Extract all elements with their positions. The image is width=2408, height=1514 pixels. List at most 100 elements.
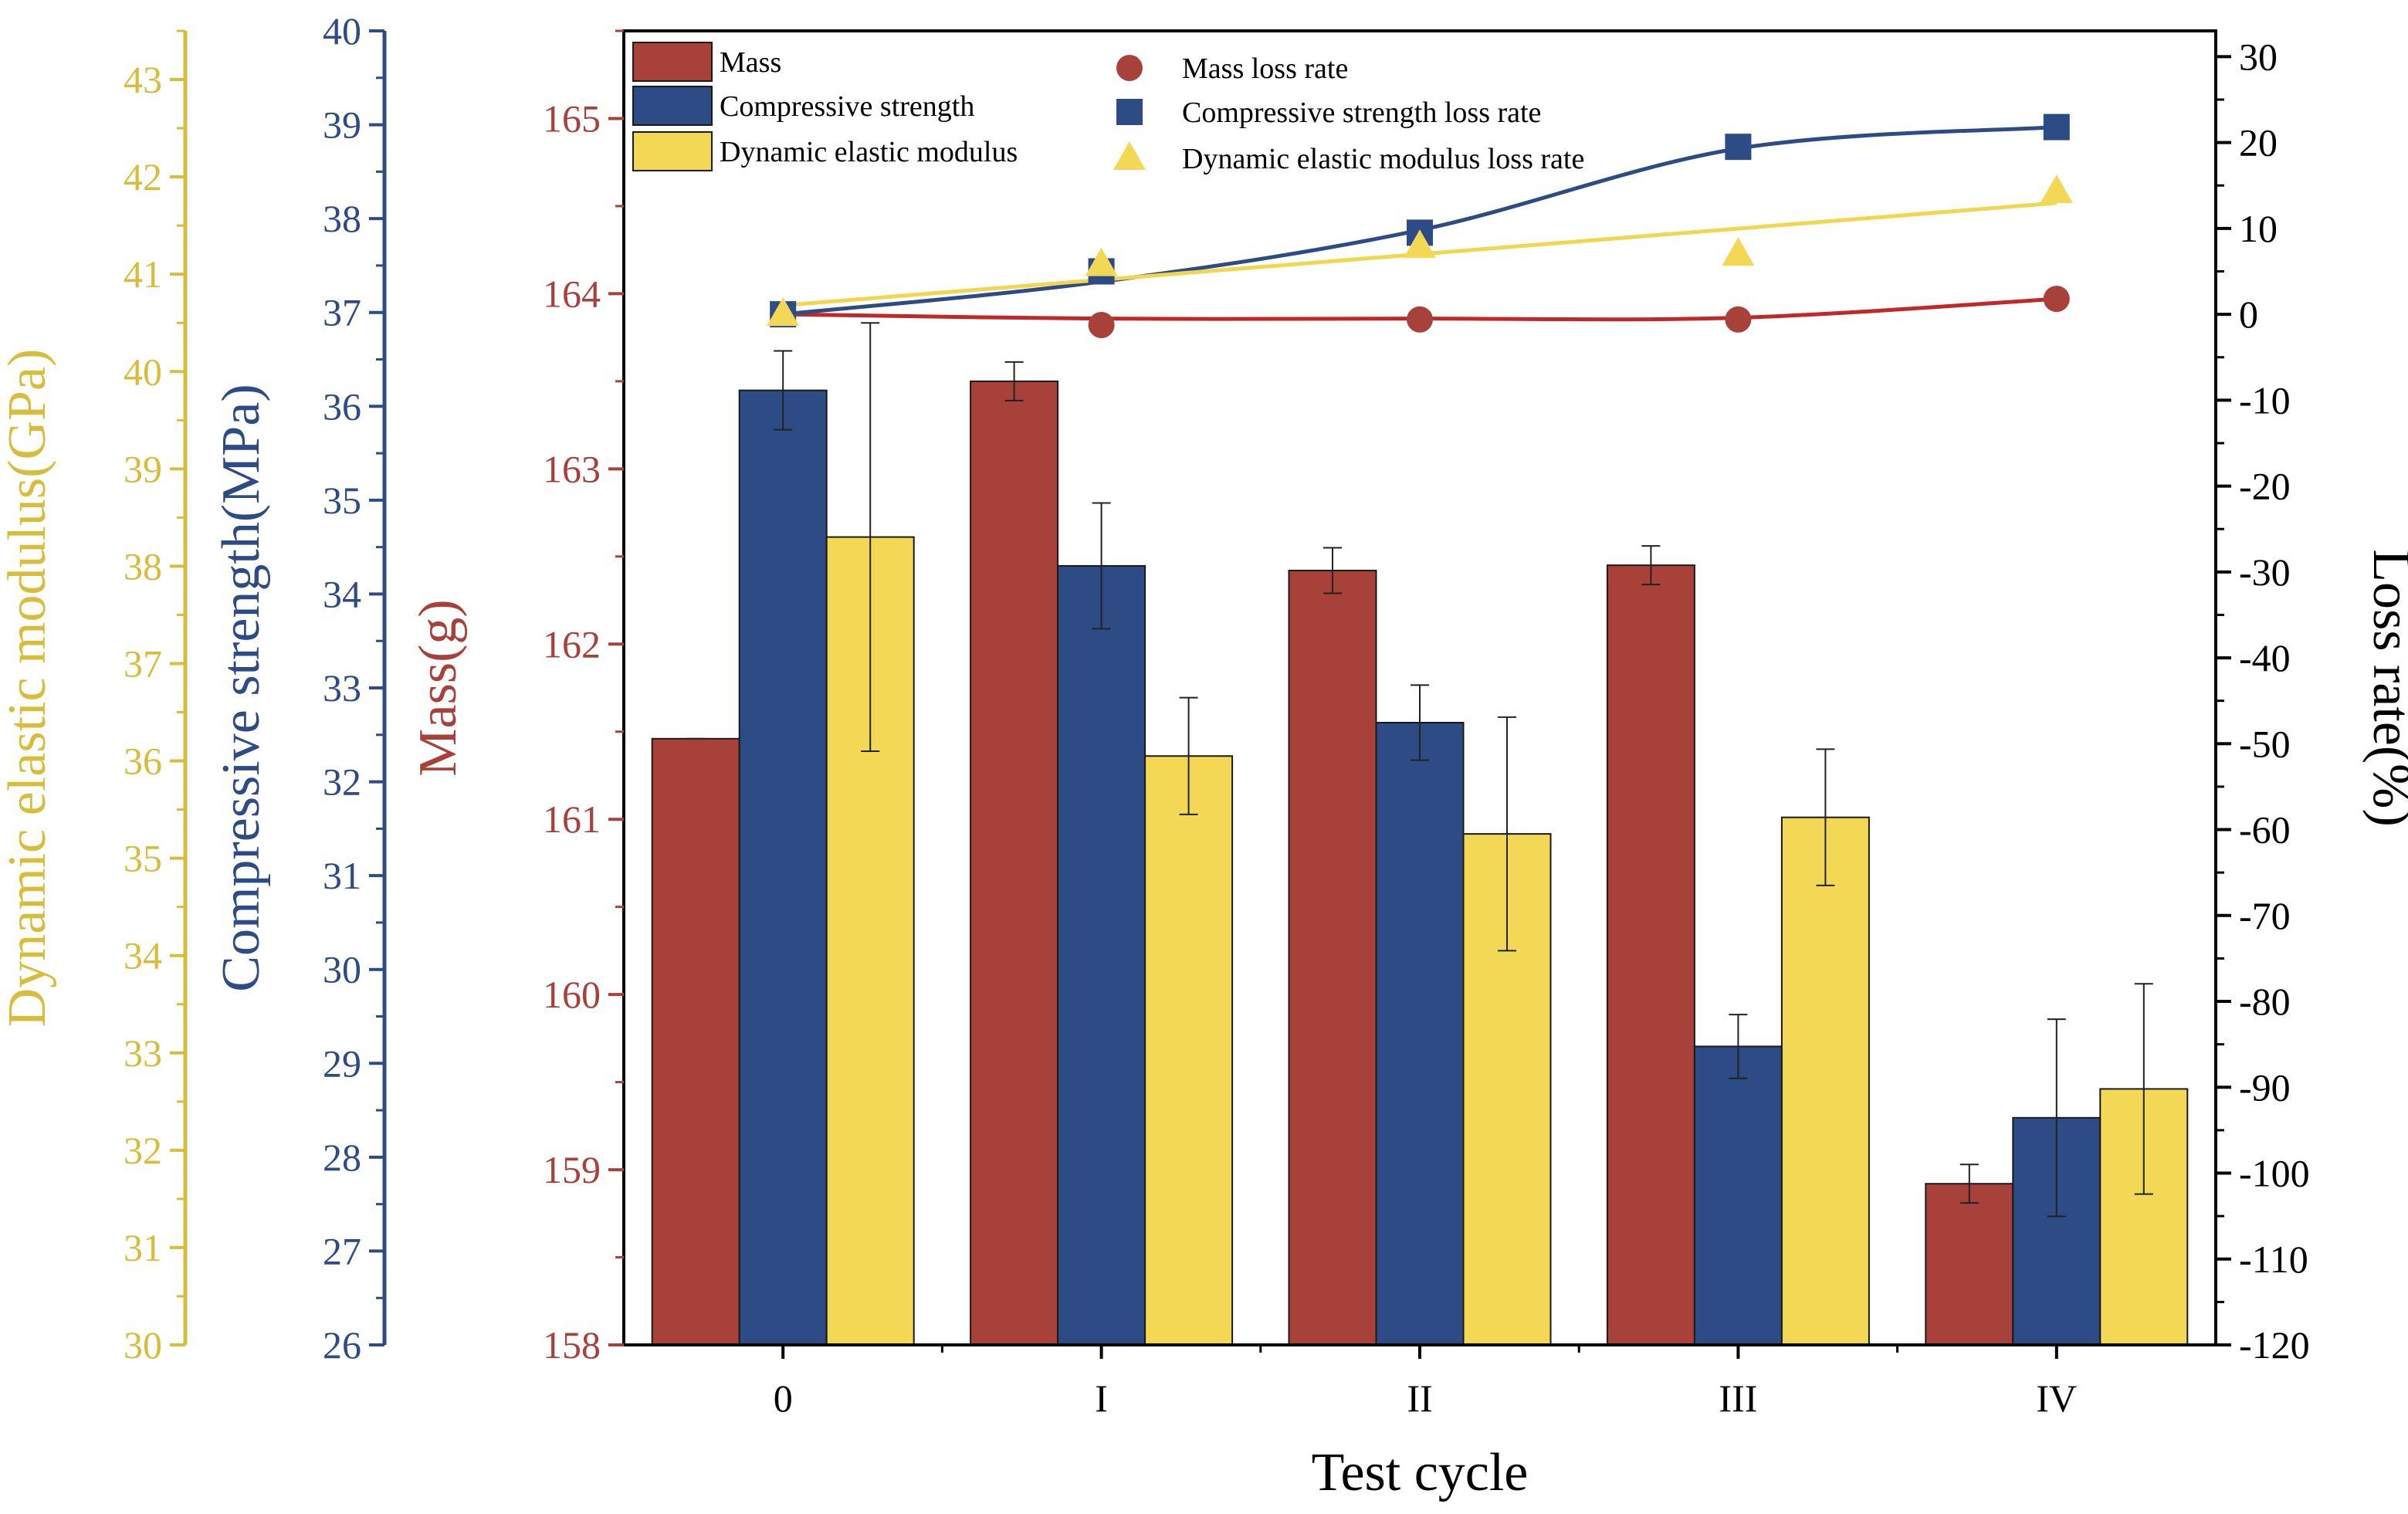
x-tick-label: III — [1719, 1377, 1757, 1420]
modulus-axis-title: Dynamic elastic modulus(GPa) — [0, 349, 57, 1028]
modulus-tick-label: 43 — [124, 58, 162, 101]
loss-tick-label: 20 — [2239, 121, 2278, 164]
compressive-tick-label: 37 — [323, 291, 361, 334]
legend-marker-square — [1116, 99, 1143, 125]
legend-swatch-mass — [632, 42, 713, 82]
modulus-tick-label: 40 — [124, 350, 162, 393]
compressive-tick-label: 35 — [323, 479, 361, 522]
loss-tick-label: -60 — [2239, 808, 2291, 852]
bar-mass-III — [1606, 564, 1695, 1346]
legend-label-triangle: Dynamic elastic modulus loss rate — [1182, 143, 1584, 175]
compressive-tick-label: 26 — [323, 1323, 361, 1367]
legend-swatch-compressive — [632, 86, 713, 126]
compressive-tick-label: 34 — [323, 572, 361, 615]
triangle-marker-IV — [2040, 174, 2073, 204]
compressive-axis-title: Compressive strength(MPa) — [212, 384, 271, 991]
legend-swatch-modulus — [632, 131, 713, 171]
mass-tick-label: 164 — [543, 272, 601, 315]
modulus-tick-label: 36 — [124, 740, 162, 783]
compressive-tick-label: 28 — [323, 1136, 361, 1179]
legend-label-compressive: Compressive strength — [720, 90, 974, 123]
compressive-tick-label: 33 — [323, 666, 361, 710]
error-bars-layer — [686, 322, 2153, 1218]
loss-axis: -120-110-100-90-80-70-60-50-40-30-20-100… — [2216, 35, 2408, 1367]
loss-tick-label: 0 — [2239, 293, 2258, 336]
bar-compressive-I — [1057, 564, 1146, 1346]
loss-tick-label: -50 — [2239, 722, 2291, 765]
compressive-tick-label: 29 — [323, 1042, 361, 1085]
x-tick-label: I — [1095, 1377, 1108, 1420]
bar-mass-0 — [651, 737, 740, 1346]
loss-tick-label: -70 — [2239, 894, 2291, 937]
modulus-axis: 30 31 32 33 34 35 36 37 38 39 40 41 42 43 Dynamic elas… — [0, 29, 188, 1367]
modulus-tick-label: 34 — [124, 934, 162, 977]
modulus-tick-label: 32 — [124, 1129, 162, 1172]
bar-compressive-0 — [738, 389, 828, 1346]
modulus-tick-label: 30 — [124, 1323, 162, 1367]
triangle-marker-0 — [767, 297, 800, 327]
circle-marker-III — [1725, 306, 1752, 333]
mass-axis: 158 159 160 161 162 163 164 165 Mass(g) — [408, 29, 624, 1367]
loss-tick-label: -30 — [2239, 550, 2291, 594]
legend: Mass Compressive strength Dynamic elastic … — [632, 42, 1584, 175]
loss-tick-label: -80 — [2239, 980, 2291, 1023]
compressive-axis: 26 27 28 29 30 31 32 33 34 35 36 37 38 39 40 Compressiv… — [212, 9, 387, 1367]
compressive-tick-label: 30 — [323, 948, 361, 991]
modulus-tick-label: 39 — [124, 447, 162, 490]
loss-tick-label: -40 — [2239, 636, 2291, 679]
loss-axis-title: Loss rate(%) — [2362, 549, 2408, 827]
modulus-tick-label: 41 — [124, 252, 162, 296]
mass-tick-label: 158 — [543, 1323, 601, 1367]
loss-tick-label: -10 — [2239, 378, 2291, 422]
compressive-tick-label: 36 — [323, 384, 361, 428]
compressive-tick-label: 40 — [323, 9, 361, 52]
compressive-tick-label: 38 — [323, 197, 361, 240]
markers-layer — [767, 113, 2073, 339]
modulus-tick-label: 35 — [124, 837, 162, 880]
x-tick-label: IV — [2036, 1377, 2077, 1420]
compressive-tick-label: 39 — [323, 103, 361, 147]
legend-label-square: Compressive strength loss rate — [1182, 97, 1541, 129]
legend-label-circle: Mass loss rate — [1182, 52, 1348, 85]
loss-tick-label: 30 — [2239, 35, 2278, 78]
bars-layer — [651, 380, 2189, 1346]
mass-tick-label: 163 — [543, 447, 601, 490]
triangle-marker-I — [1085, 247, 1118, 276]
loss-tick-label: -20 — [2239, 465, 2291, 508]
mass-tick-label: 165 — [543, 97, 601, 140]
bar-compressive-III — [1693, 1045, 1783, 1346]
modulus-tick-label: 38 — [124, 544, 162, 588]
mass-axis-title: Mass(g) — [408, 599, 468, 776]
x-tick-label: II — [1407, 1377, 1432, 1420]
mass-tick-label: 159 — [543, 1148, 601, 1191]
square-marker-III — [1725, 134, 1752, 161]
modulus-tick-label: 42 — [124, 155, 162, 198]
mass-tick-label: 160 — [543, 973, 601, 1016]
bar-modulus-I — [1144, 755, 1234, 1346]
loss-tick-label: -110 — [2239, 1238, 2308, 1281]
loss-tick-label: -100 — [2239, 1152, 2310, 1195]
mass-tick-label: 161 — [543, 798, 601, 841]
mass-tick-label: 162 — [543, 622, 601, 666]
legend-marker-triangle — [1113, 141, 1146, 170]
legend-label-modulus: Dynamic elastic modulus — [720, 136, 1018, 168]
modulus-tick-label: 33 — [124, 1031, 162, 1075]
compressive-tick-label: 32 — [323, 760, 361, 804]
bar-mass-IV — [1925, 1183, 2014, 1346]
circle-marker-II — [1407, 306, 1433, 333]
loss-tick-label: -90 — [2239, 1065, 2291, 1109]
loss-tick-label: -120 — [2239, 1323, 2310, 1367]
bar-compressive-II — [1375, 721, 1465, 1346]
circle-marker-I — [1088, 312, 1115, 339]
loss-tick-label: 10 — [2239, 207, 2278, 250]
triangle-marker-III — [1722, 237, 1755, 266]
bar-mass-II — [1288, 569, 1377, 1346]
compressive-tick-label: 27 — [323, 1229, 361, 1272]
legend-marker-circle — [1116, 55, 1143, 81]
x-tick-label: 0 — [774, 1377, 793, 1420]
bar-modulus-III — [1780, 816, 1870, 1346]
compressive-tick-label: 31 — [323, 854, 361, 897]
legend-label-mass: Mass — [720, 46, 781, 79]
circle-marker-IV — [2043, 286, 2070, 313]
